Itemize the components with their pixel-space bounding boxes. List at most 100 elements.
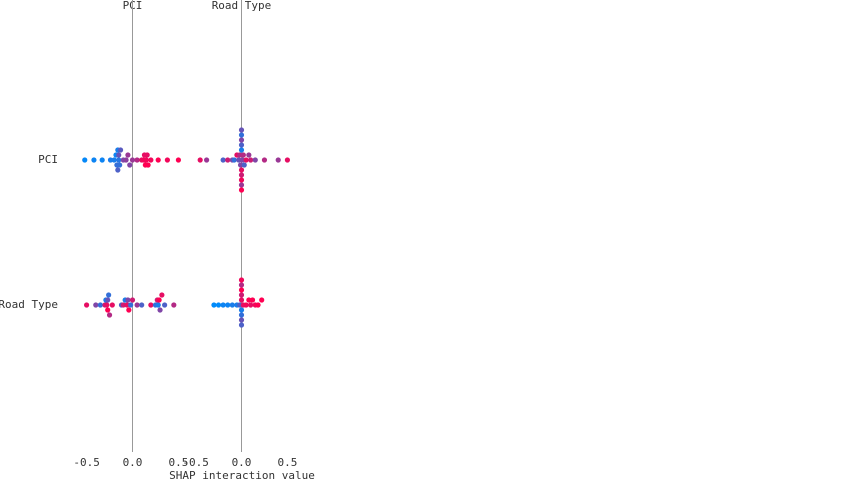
point [134,302,140,308]
point [238,307,245,313]
point [243,302,249,308]
point [236,157,242,163]
x-tick-label: 0.0 [123,456,143,469]
point [129,297,136,303]
point [111,157,117,163]
point [164,157,170,163]
x-axis-label: SHAP interaction value [169,469,315,482]
point [238,177,245,183]
point [275,157,281,163]
point [237,152,243,158]
point [155,157,161,163]
point [109,302,115,308]
point [243,157,249,163]
point [156,297,162,303]
point [117,162,123,168]
x-tick-label: 0.0 [232,456,252,469]
point [83,302,90,308]
point [238,187,245,193]
point [175,157,182,163]
point [123,157,129,163]
point [93,302,99,308]
point [211,302,217,308]
point [127,162,133,168]
x-tick-label: -0.5 [73,456,100,469]
row-label: PCI [38,153,58,166]
point [238,132,245,138]
point [238,142,245,148]
point [259,297,265,303]
point [82,157,88,163]
point [116,157,122,163]
point [105,307,111,313]
point [128,302,134,308]
point [215,302,222,308]
point [106,312,113,318]
point [125,152,131,158]
point [238,282,245,288]
point [238,317,245,323]
point [238,322,245,328]
x-tick-label: 0.5 [277,456,297,469]
point [238,312,245,318]
point [99,157,105,163]
point [237,302,243,308]
point [162,302,168,308]
point [238,292,245,298]
point [238,137,245,143]
row-label: Road Type [0,298,58,311]
point [144,152,150,158]
point [249,297,256,303]
point [117,147,124,153]
point [143,157,149,163]
point [237,162,244,168]
point [171,302,177,308]
point [139,302,145,308]
point [225,157,231,163]
point [238,287,245,293]
point [107,157,114,163]
point [197,157,203,163]
point [104,302,110,308]
point [238,277,245,283]
point [115,167,121,173]
point [252,157,258,163]
point [248,302,254,308]
point [124,302,130,308]
x-tick-label: -0.5 [182,456,209,469]
point [125,297,131,303]
point [238,172,245,178]
point [238,147,245,153]
point [238,167,245,173]
point [126,307,132,313]
point [238,297,245,303]
point [261,157,268,163]
point [145,162,151,168]
point [241,162,247,168]
point [248,157,254,163]
point [229,302,235,308]
point [239,157,246,163]
point [159,292,165,298]
x-tick-label: 0.5 [168,456,188,469]
point [246,297,252,303]
point [148,157,154,163]
point [97,302,103,308]
point [231,157,237,163]
point [246,152,252,158]
point [225,302,231,308]
point [134,157,140,163]
point [255,302,261,308]
point [238,127,245,133]
point [129,157,136,163]
point [220,157,226,163]
point [155,302,161,308]
point [91,157,97,163]
point [240,152,246,158]
point [148,302,154,308]
point [238,182,245,188]
point [116,152,122,158]
point [204,157,210,163]
point [220,302,226,308]
